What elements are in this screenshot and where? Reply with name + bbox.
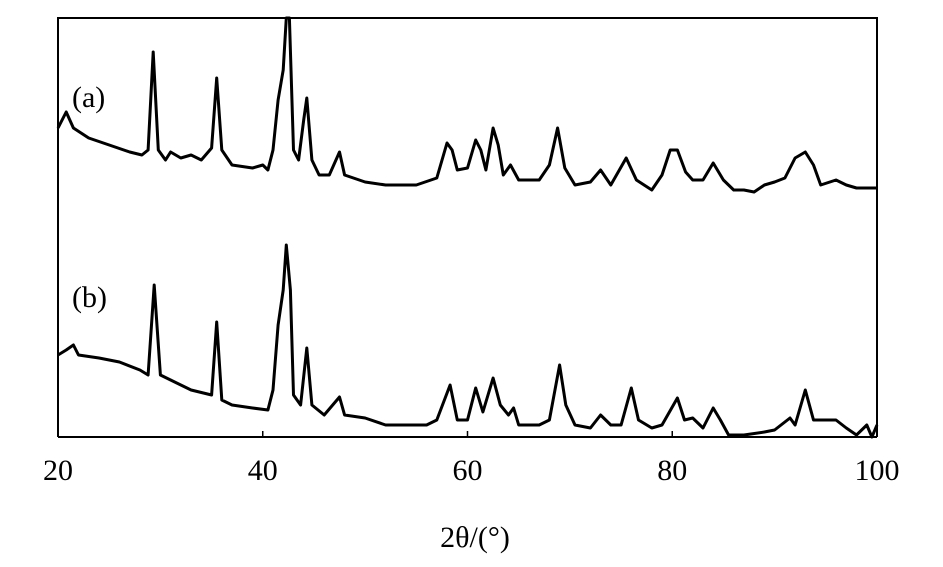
x-axis-label: 2θ/(°) bbox=[440, 521, 510, 554]
x-tick-label: 80 bbox=[657, 454, 687, 487]
x-tick-label: 20 bbox=[43, 454, 73, 487]
x-tick-label: 60 bbox=[453, 454, 483, 487]
xrd-trace bbox=[57, 243, 879, 439]
x-tick-label: 100 bbox=[855, 454, 900, 487]
plot-frame bbox=[57, 17, 878, 437]
series-label: (b) bbox=[72, 281, 107, 314]
series-label: (a) bbox=[72, 81, 105, 114]
x-tick-label: 40 bbox=[248, 454, 278, 487]
xrd-trace bbox=[56, 16, 877, 194]
